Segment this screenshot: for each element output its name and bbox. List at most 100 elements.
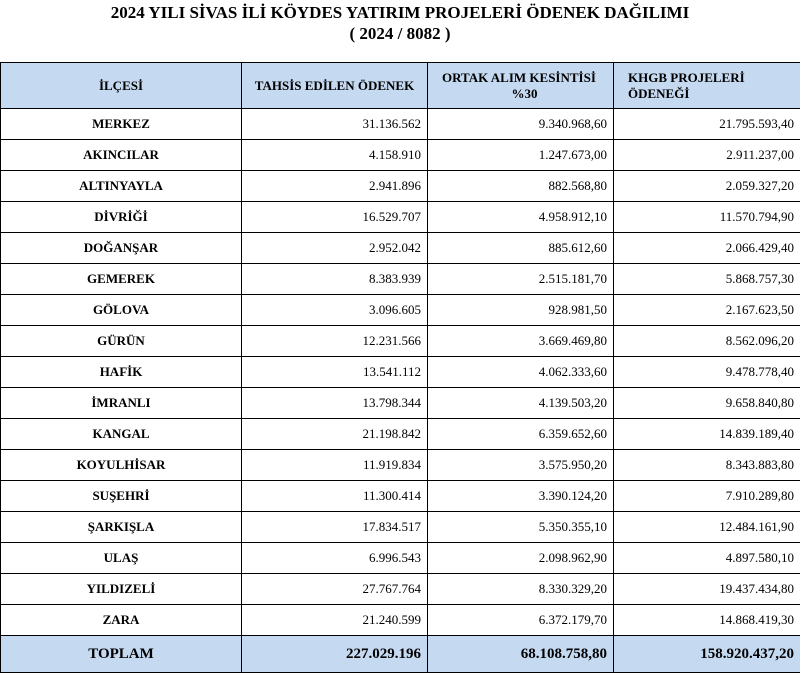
header-khgb-line2: ÖDENEĞİ [628, 85, 690, 101]
header-kesinti-line1: ORTAK ALIM KESİNTİSİ [442, 69, 596, 85]
cell-kesinti: 2.515.181,70 [427, 263, 614, 295]
cell-ilce: KANGAL [0, 418, 242, 450]
page-title: 2024 YILI SİVAS İLİ KÖYDES YATIRIM PROJE… [110, 3, 690, 22]
table-row: KOYULHİSAR 11.919.834 3.575.950,20 8.343.88… [0, 449, 800, 481]
cell-kesinti: 928.981,50 [427, 294, 614, 326]
cell-ilce: GÖLOVA [0, 294, 242, 326]
cell-khgb: 7.910.289,80 [613, 480, 800, 512]
cell-ilce: ŞARKIŞLA [0, 511, 242, 543]
cell-tahsis: 4.158.910 [241, 139, 428, 171]
table-row: ŞARKIŞLA 17.834.517 5.350.355,10 12.484.161… [0, 511, 800, 543]
cell-ilce: İMRANLI [0, 387, 242, 419]
cell-khgb: 8.562.096,20 [613, 325, 800, 357]
cell-khgb: 2.911.237,00 [613, 139, 800, 171]
table-body: MERKEZ 31.136.562 9.340.968,60 21.795.593,4… [0, 108, 800, 636]
cell-khgb: 9.658.840,80 [613, 387, 800, 419]
table-row: ULAŞ 6.996.543 2.098.962,90 4.897.580,10 [0, 542, 800, 574]
header-kesinti-line2: %30 [511, 85, 538, 101]
cell-khgb: 8.343.883,80 [613, 449, 800, 481]
cell-tahsis: 11.919.834 [241, 449, 428, 481]
page-subtitle: ( 2024 / 8082 ) [349, 24, 451, 43]
cell-tahsis: 13.541.112 [241, 356, 428, 388]
header-row: İLÇESİ TAHSİS EDİLEN ÖDENEK ORTAK ALIM K… [0, 62, 800, 109]
title-block: 2024 YILI SİVAS İLİ KÖYDES YATIRIM PROJE… [0, 0, 800, 62]
total-label: TOPLAM [0, 635, 242, 673]
cell-ilce: HAFİK [0, 356, 242, 388]
header-ilce: İLÇESİ [0, 62, 242, 109]
cell-tahsis: 6.996.543 [241, 542, 428, 574]
cell-tahsis: 21.198.842 [241, 418, 428, 450]
table-row: DİVRİĞİ 16.529.707 4.958.912,10 11.570.794,… [0, 201, 800, 233]
total-tahsis: 227.029.196 [241, 635, 428, 673]
total-row: TOPLAM 227.029.196 68.108.758,80 158.920… [0, 635, 800, 673]
table-row: KANGAL 21.198.842 6.359.652,60 14.839.189,4… [0, 418, 800, 450]
cell-ilce: YILDIZELİ [0, 573, 242, 605]
cell-khgb: 14.868.419,30 [613, 604, 800, 636]
cell-ilce: AKINCILAR [0, 139, 242, 171]
table-row: GEMEREK 8.383.939 2.515.181,70 5.868.757,30 [0, 263, 800, 295]
header-tahsis: TAHSİS EDİLEN ÖDENEK [241, 62, 428, 109]
cell-tahsis: 2.941.896 [241, 170, 428, 202]
cell-tahsis: 12.231.566 [241, 325, 428, 357]
cell-khgb: 4.897.580,10 [613, 542, 800, 574]
cell-kesinti: 3.575.950,20 [427, 449, 614, 481]
cell-tahsis: 27.767.764 [241, 573, 428, 605]
table-row: GÜRÜN 12.231.566 3.669.469,80 8.562.096,20 [0, 325, 800, 357]
cell-ilce: ALTINYAYLA [0, 170, 242, 202]
cell-kesinti: 3.390.124,20 [427, 480, 614, 512]
table-row: ZARA 21.240.599 6.372.179,70 14.868.419,30 [0, 604, 800, 636]
cell-khgb: 5.868.757,30 [613, 263, 800, 295]
cell-kesinti: 1.247.673,00 [427, 139, 614, 171]
table-row: AKINCILAR 4.158.910 1.247.673,00 2.911.237,… [0, 139, 800, 171]
cell-khgb: 9.478.778,40 [613, 356, 800, 388]
cell-khgb: 21.795.593,40 [613, 108, 800, 140]
cell-kesinti: 4.139.503,20 [427, 387, 614, 419]
cell-kesinti: 3.669.469,80 [427, 325, 614, 357]
total-kesinti: 68.108.758,80 [427, 635, 614, 673]
table-row: YILDIZELİ 27.767.764 8.330.329,20 19.437.43… [0, 573, 800, 605]
table-row: HAFİK 13.541.112 4.062.333,60 9.478.778,40 [0, 356, 800, 388]
cell-kesinti: 4.062.333,60 [427, 356, 614, 388]
table-row: DOĞANŞAR 2.952.042 885.612,60 2.066.429,40 [0, 232, 800, 264]
cell-khgb: 2.167.623,50 [613, 294, 800, 326]
cell-khgb: 2.066.429,40 [613, 232, 800, 264]
total-khgb: 158.920.437,20 [613, 635, 800, 673]
cell-ilce: DİVRİĞİ [0, 201, 242, 233]
cell-khgb: 2.059.327,20 [613, 170, 800, 202]
cell-tahsis: 13.798.344 [241, 387, 428, 419]
cell-tahsis: 17.834.517 [241, 511, 428, 543]
allocation-table: İLÇESİ TAHSİS EDİLEN ÖDENEK ORTAK ALIM K… [0, 62, 800, 673]
cell-tahsis: 3.096.605 [241, 294, 428, 326]
cell-tahsis: 16.529.707 [241, 201, 428, 233]
cell-kesinti: 882.568,80 [427, 170, 614, 202]
header-kesinti: ORTAK ALIM KESİNTİSİ %30 [427, 62, 614, 109]
cell-kesinti: 9.340.968,60 [427, 108, 614, 140]
cell-kesinti: 2.098.962,90 [427, 542, 614, 574]
cell-tahsis: 2.952.042 [241, 232, 428, 264]
cell-tahsis: 31.136.562 [241, 108, 428, 140]
cell-ilce: ZARA [0, 604, 242, 636]
cell-kesinti: 885.612,60 [427, 232, 614, 264]
table-row: GÖLOVA 3.096.605 928.981,50 2.167.623,50 [0, 294, 800, 326]
cell-ilce: DOĞANŞAR [0, 232, 242, 264]
cell-ilce: SUŞEHRİ [0, 480, 242, 512]
cell-kesinti: 8.330.329,20 [427, 573, 614, 605]
cell-ilce: ULAŞ [0, 542, 242, 574]
cell-khgb: 14.839.189,40 [613, 418, 800, 450]
cell-kesinti: 6.372.179,70 [427, 604, 614, 636]
cell-tahsis: 11.300.414 [241, 480, 428, 512]
cell-khgb: 12.484.161,90 [613, 511, 800, 543]
cell-ilce: KOYULHİSAR [0, 449, 242, 481]
table-row: MERKEZ 31.136.562 9.340.968,60 21.795.593,4… [0, 108, 800, 140]
header-khgb: KHGB PROJELERİ ÖDENEĞİ [613, 62, 800, 109]
cell-kesinti: 5.350.355,10 [427, 511, 614, 543]
cell-khgb: 11.570.794,90 [613, 201, 800, 233]
cell-kesinti: 6.359.652,60 [427, 418, 614, 450]
cell-kesinti: 4.958.912,10 [427, 201, 614, 233]
cell-ilce: MERKEZ [0, 108, 242, 140]
cell-tahsis: 21.240.599 [241, 604, 428, 636]
cell-ilce: GÜRÜN [0, 325, 242, 357]
cell-ilce: GEMEREK [0, 263, 242, 295]
table-row: İMRANLI 13.798.344 4.139.503,20 9.658.840,8… [0, 387, 800, 419]
cell-khgb: 19.437.434,80 [613, 573, 800, 605]
